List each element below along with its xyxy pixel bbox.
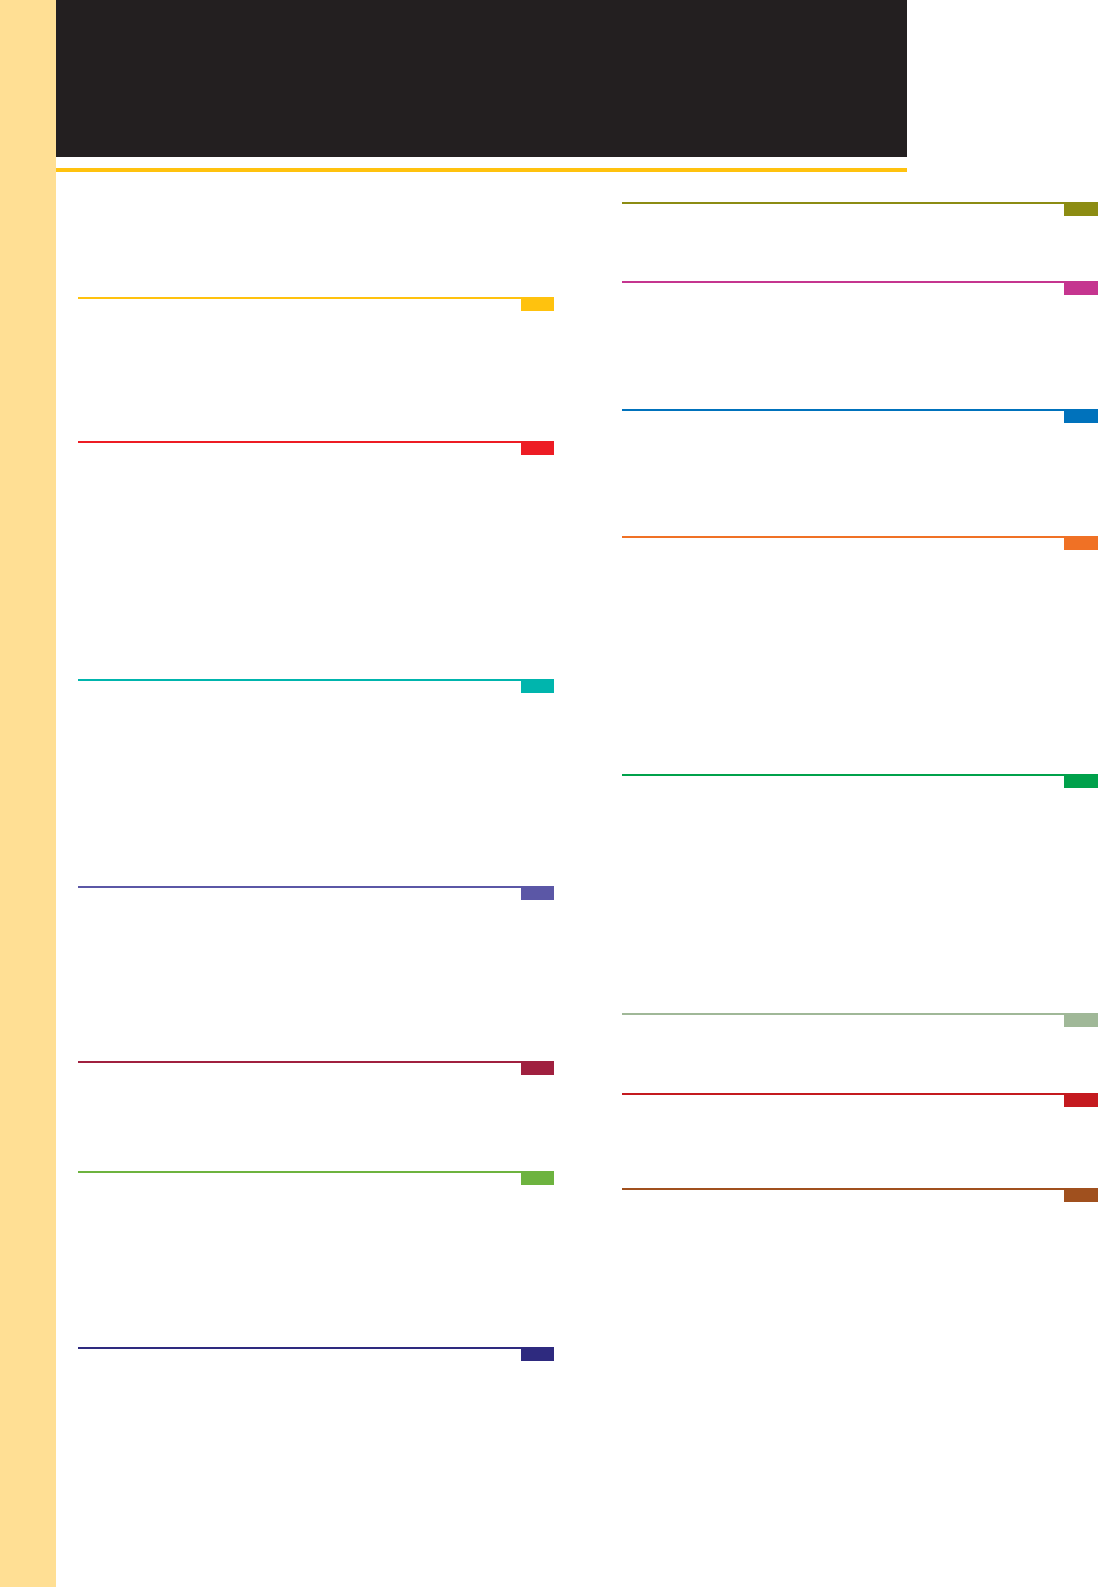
section-divider	[622, 281, 1098, 295]
section-divider	[622, 1013, 1098, 1027]
section-divider	[622, 1093, 1098, 1107]
section-divider	[78, 1171, 554, 1185]
section-divider	[622, 1188, 1098, 1202]
header-rule	[56, 168, 907, 172]
section-divider	[622, 409, 1098, 423]
section-divider	[78, 679, 554, 693]
section-divider	[78, 1347, 554, 1361]
section-divider	[78, 1061, 554, 1075]
section-divider	[622, 774, 1098, 788]
section-divider	[78, 297, 554, 311]
section-divider	[622, 202, 1098, 216]
section-divider	[78, 886, 554, 900]
section-divider	[622, 536, 1098, 550]
left-column	[78, 297, 554, 1361]
side-strip	[0, 0, 56, 1587]
header-block	[56, 0, 907, 157]
right-column	[622, 202, 1098, 1202]
section-divider	[78, 441, 554, 455]
